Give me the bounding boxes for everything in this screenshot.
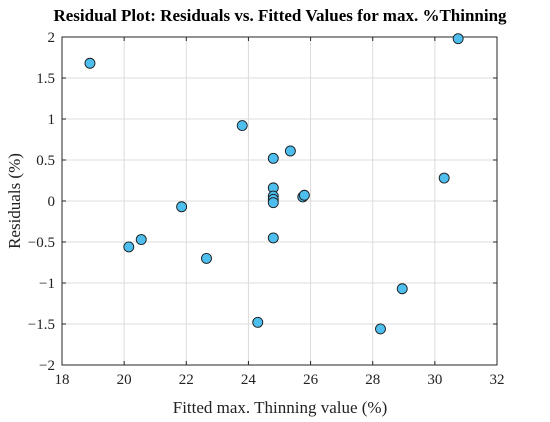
data-point [267,197,279,209]
x-tick-label: 26 [303,372,319,388]
data-point [267,152,279,164]
y-tick-label: −0.5 [28,235,55,251]
x-axis-label: Fitted max. Thinning value (%) [173,398,388,417]
y-tick-label: −1 [39,276,55,292]
y-tick-label: 2 [48,30,56,46]
data-point [284,145,296,157]
axis-ticks: 18 20 22 24 26 28 30 32 −2 −1.5 −1 −0.5 0 0.5 1 1.5 2 [28,30,505,388]
x-tick-label: 28 [365,372,380,388]
x-tick-label: 22 [179,372,194,388]
y-tick-label: 0.5 [36,153,55,169]
data-point [84,57,96,69]
data-point [123,241,135,253]
x-tick-label: 18 [55,372,70,388]
data-point [236,120,248,132]
chart-title: Residual Plot: Residuals vs. Fitted Valu… [53,6,507,25]
x-tick-label: 30 [427,372,442,388]
data-point [252,316,264,328]
y-axis-label: Residuals (%) [5,153,24,249]
data-points [84,33,464,335]
data-point [438,172,450,184]
y-tick-label: −2 [39,358,55,374]
data-point [375,323,386,335]
data-point [396,283,408,295]
x-tick-label: 32 [490,372,505,388]
data-point [176,201,188,213]
y-tick-label: 1 [48,112,56,128]
y-tick-label: 0 [48,194,56,210]
data-point [201,252,212,264]
y-tick-label: 1.5 [36,71,55,87]
x-tick-label: 24 [241,372,257,388]
data-point [267,232,279,244]
data-point [135,234,147,245]
data-point [298,189,310,201]
x-tick-label: 20 [117,372,132,388]
data-point [452,33,464,45]
grid [61,36,498,366]
y-tick-label: −1.5 [28,317,55,333]
